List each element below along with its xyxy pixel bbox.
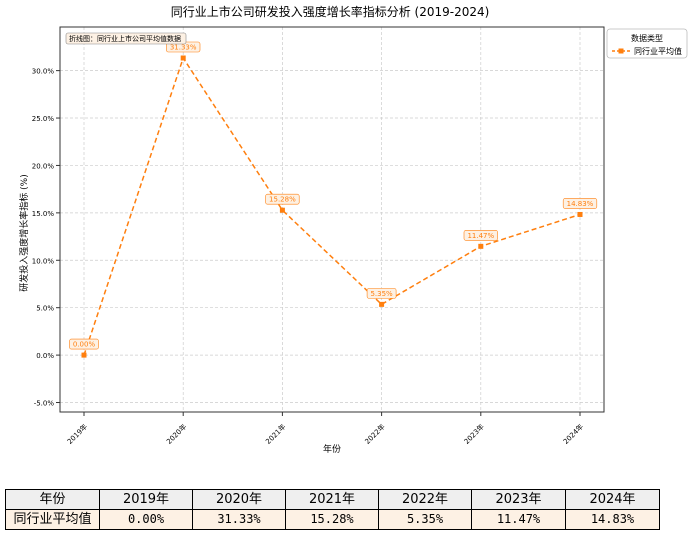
data-point (279, 207, 285, 213)
y-tick-label: 10.0% (32, 257, 55, 265)
data-label-box (69, 338, 99, 350)
data-point (379, 301, 385, 307)
table-cell: 31.33% (192, 509, 286, 530)
legend-title: 数据类型 (631, 33, 663, 43)
chart-title: 同行业上市公司研发投入强度增长率指标分析 (2019-2024) (171, 4, 490, 19)
series-line (83, 56, 581, 356)
line-chart: 同行业上市公司研发投入强度增长率指标分析 (2019-2024) -5.0% 0.… (18, 4, 688, 455)
data-point (478, 243, 484, 249)
table-header-cell: 2019年 (99, 489, 193, 510)
y-tick-label: 30.0% (32, 68, 55, 76)
data-label-box (562, 198, 598, 209)
data-label: 14.83% (567, 200, 594, 208)
data-label-box (366, 288, 397, 299)
table-header-cell: 2024年 (565, 489, 660, 510)
table-cell: 14.83% (565, 509, 660, 530)
table-cell: 0.00% (99, 509, 193, 530)
y-tick-label: -5.0% (34, 400, 55, 408)
table-header-cell: 2022年 (378, 489, 472, 510)
y-tick-label: 15.0% (32, 210, 55, 218)
data-point (81, 352, 87, 358)
x-axis-label: 年份 (323, 443, 341, 455)
table-header-cell: 年份 (5, 489, 100, 510)
table-header-row: 年份 2019年 2020年 2021年 2022年 2023年 2024年 (5, 489, 660, 510)
data-point (577, 211, 583, 217)
x-tick-label: 2020年 (164, 422, 188, 446)
chart-annotation: 折线图：同行业上市公司平均值数据 (69, 34, 181, 43)
data-label: 11.47% (467, 232, 494, 240)
data-label: 0.00% (73, 341, 96, 349)
table-header-cell: 2021年 (285, 489, 379, 510)
data-table: 年份 2019年 2020年 2021年 2022年 2023年 2024年 同… (5, 489, 660, 530)
legend-entry: 同行业平均值 (634, 46, 682, 56)
y-axis-label: 研发投入强度增长率指标 (%) (18, 174, 30, 291)
data-label: 15.28% (269, 196, 296, 204)
table-header-cell: 2023年 (471, 489, 566, 510)
data-label-box (463, 230, 498, 241)
x-tick-label: 2021年 (264, 422, 288, 446)
table-row: 同行业平均值 0.00% 31.33% 15.28% 5.35% 11.47% … (5, 509, 660, 530)
table-cell: 5.35% (378, 509, 472, 530)
y-tick-label: 25.0% (32, 115, 55, 123)
table-row-header: 同行业平均值 (5, 509, 100, 530)
plot-area (60, 27, 604, 412)
table-cell: 15.28% (285, 509, 379, 530)
data-label: 31.33% (170, 44, 197, 52)
y-tick-label: 0.0% (36, 352, 54, 360)
x-tick-label: 2023年 (462, 422, 486, 446)
y-tick-label: 20.0% (32, 162, 55, 170)
x-tick-label: 2024年 (561, 422, 585, 446)
data-label-box (265, 193, 300, 205)
y-tick-label: 5.0% (36, 305, 54, 313)
legend-marker (618, 48, 624, 54)
plot-frame (59, 26, 605, 413)
x-tick-label: 2022年 (363, 422, 387, 446)
annotation-box (65, 32, 187, 45)
x-tick-label: 2019年 (65, 422, 89, 446)
data-point (180, 55, 186, 61)
table-header-cell: 2020年 (192, 489, 286, 510)
table-cell: 11.47% (471, 509, 566, 530)
data-label: 5.35% (370, 290, 393, 298)
